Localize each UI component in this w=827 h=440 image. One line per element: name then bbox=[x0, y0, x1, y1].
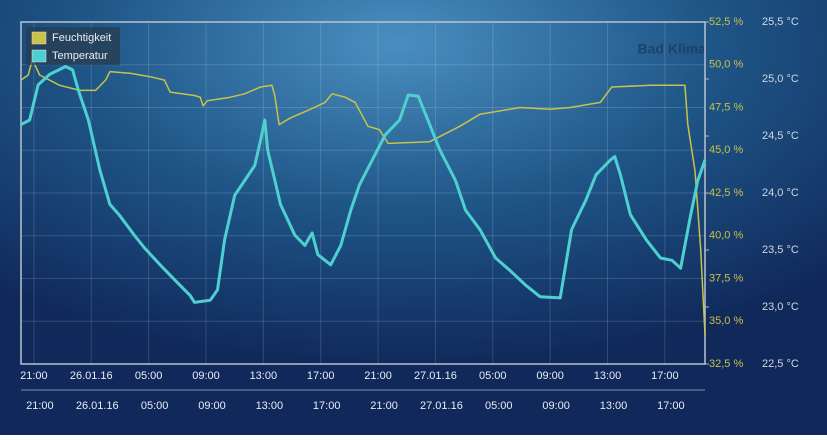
y-tick-label: 50,0 % bbox=[709, 59, 743, 71]
x-tick-label: 21:00 bbox=[20, 370, 48, 382]
x-tick-label: 13:00 bbox=[256, 400, 284, 412]
x-tick-label: 27.01.16 bbox=[420, 400, 463, 412]
x-tick-label: 05:00 bbox=[135, 370, 163, 382]
y2-tick-label: 23,5 °C bbox=[762, 244, 799, 256]
plot-border bbox=[20, 21, 706, 365]
legend-label: Temperatur bbox=[52, 50, 108, 62]
legend-swatch bbox=[31, 31, 47, 45]
legend-swatch bbox=[31, 49, 47, 63]
y-tick-label: 37,5 % bbox=[709, 272, 743, 284]
y2-tick-label: 22,5 °C bbox=[762, 358, 799, 370]
x-tick-label: 21:00 bbox=[364, 370, 392, 382]
y-tick-label: 47,5 % bbox=[709, 101, 743, 113]
y-tick-label: 32,5 % bbox=[709, 358, 743, 370]
x-tick-label: 21:00 bbox=[26, 400, 54, 412]
x-tick-label: 17:00 bbox=[313, 400, 341, 412]
x-tick-label: 17:00 bbox=[307, 370, 335, 382]
y-tick-label: 40,0 % bbox=[709, 230, 743, 242]
y2-tick-label: 25,0 °C bbox=[762, 73, 799, 85]
y2-tick-label: 24,5 °C bbox=[762, 130, 799, 142]
y-tick-label: 45,0 % bbox=[709, 144, 743, 156]
y2-tick-label: 25,5 °C bbox=[762, 16, 799, 28]
x-tick-label: 27.01.16 bbox=[414, 370, 457, 382]
legend-label: Feuchtigkeit bbox=[52, 32, 111, 44]
x-tick-label: 17:00 bbox=[657, 400, 685, 412]
chart-title: Bad Klima bbox=[638, 41, 707, 57]
y-tick-label: 35,0 % bbox=[709, 315, 743, 327]
x-tick-label: 17:00 bbox=[651, 370, 679, 382]
y2-tick-label: 24,0 °C bbox=[762, 187, 799, 199]
y-tick-label: 42,5 % bbox=[709, 187, 743, 199]
x-tick-label: 05:00 bbox=[485, 400, 513, 412]
x-tick-label: 09:00 bbox=[192, 370, 220, 382]
x-tick-label: 26.01.16 bbox=[70, 370, 113, 382]
x-tick-label: 13:00 bbox=[594, 370, 622, 382]
x-tick-label: 09:00 bbox=[536, 370, 564, 382]
x-tick-label: 05:00 bbox=[141, 400, 169, 412]
y2-tick-label: 23,0 °C bbox=[762, 301, 799, 313]
x-tick-label: 13:00 bbox=[250, 370, 278, 382]
x-tick-label: 13:00 bbox=[600, 400, 628, 412]
x-tick-label: 09:00 bbox=[198, 400, 226, 412]
x-tick-label: 21:00 bbox=[370, 400, 398, 412]
x-tick-label: 26.01.16 bbox=[76, 400, 119, 412]
y-tick-label: 52,5 % bbox=[709, 16, 743, 28]
series-line bbox=[20, 58, 706, 335]
series-line bbox=[20, 65, 707, 304]
x-tick-label: 09:00 bbox=[542, 400, 570, 412]
x-tick-label: 05:00 bbox=[479, 370, 507, 382]
